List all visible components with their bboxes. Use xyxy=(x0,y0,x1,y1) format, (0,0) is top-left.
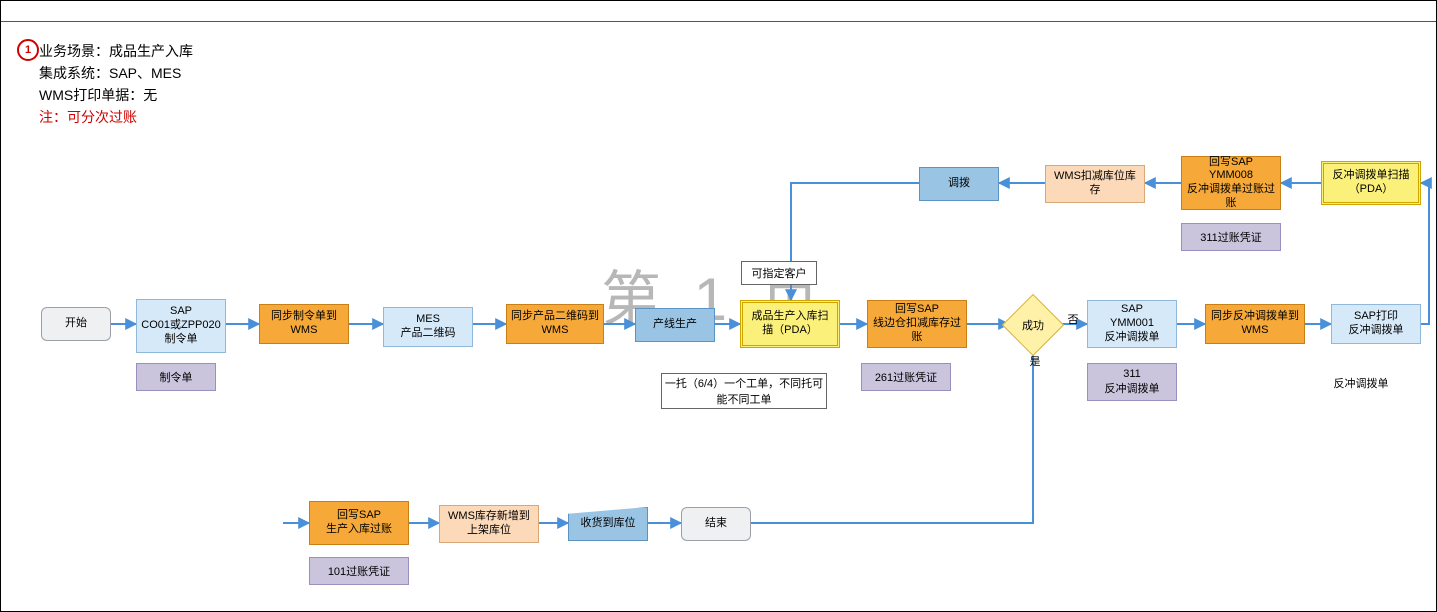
note: 制令单 xyxy=(136,363,216,391)
node-sync_order: 同步制令单到WMS xyxy=(259,304,349,344)
note: 101过账凭证 xyxy=(309,557,409,585)
annotation: 是 xyxy=(1025,353,1045,367)
node-recv_loc: 收货到库位 xyxy=(568,507,648,541)
annotation: 否 xyxy=(1063,311,1083,325)
annotation: 反冲调拨单 xyxy=(1301,375,1421,389)
node-wms_new_loc: WMS库存新增到上架库位 xyxy=(439,505,539,543)
node-wb_prod_in: 回写SAP生产入库过账 xyxy=(309,501,409,545)
header-line: 注：可分次过账 xyxy=(39,107,137,127)
note: 311过账凭证 xyxy=(1181,223,1281,251)
section-number-badge: 1 xyxy=(17,39,39,61)
diagram-canvas: 第 1 页1业务场景：成品生产入库集成系统：SAP、MESWMS打印单据：无注：… xyxy=(0,0,1437,612)
decision-success: 成功 xyxy=(1011,303,1055,347)
note: 261过账凭证 xyxy=(861,363,951,391)
node-sync_qr: 同步产品二维码到WMS xyxy=(506,304,604,344)
annotation: 可指定客户 xyxy=(741,261,817,285)
node-deduct: 回写SAP线边仓扣减库存过账 xyxy=(867,300,967,348)
node-wms_deduct_loc: WMS扣减库位库存 xyxy=(1045,165,1145,203)
node-sap_print: SAP打印反冲调拨单 xyxy=(1331,304,1421,344)
node-allocate: 调拨 xyxy=(919,167,999,201)
header-line: 业务场景：成品生产入库 xyxy=(39,41,193,61)
node-scan_reverse: 反冲调拨单扫描（PDA） xyxy=(1321,161,1421,205)
node-sync_reverse: 同步反冲调拨单到WMS xyxy=(1205,304,1305,344)
flow-edge xyxy=(1421,183,1429,324)
top-border xyxy=(1,1,1436,22)
node-sap_ymm001: SAPYMM001反冲调拨单 xyxy=(1087,300,1177,348)
annotation: 一托（6/4）一个工单，不同托可能不同工单 xyxy=(661,373,827,409)
node-end: 结束 xyxy=(681,507,751,541)
node-mes_qr: MES产品二维码 xyxy=(383,307,473,347)
node-sap_co01: SAPCO01或ZPP020制令单 xyxy=(136,299,226,353)
node-scan_in: 成品生产入库扫描（PDA） xyxy=(740,300,840,348)
node-start: 开始 xyxy=(41,307,111,341)
header-line: WMS打印单据：无 xyxy=(39,85,157,105)
node-sap_ymm008: 回写SAPYMM008反冲调拨单过账过账 xyxy=(1181,156,1281,210)
header-line: 集成系统：SAP、MES xyxy=(39,63,181,83)
node-prod: 产线生产 xyxy=(635,308,715,342)
decision-label: 成功 xyxy=(1011,303,1055,347)
note: 311反冲调拨单 xyxy=(1087,363,1177,401)
